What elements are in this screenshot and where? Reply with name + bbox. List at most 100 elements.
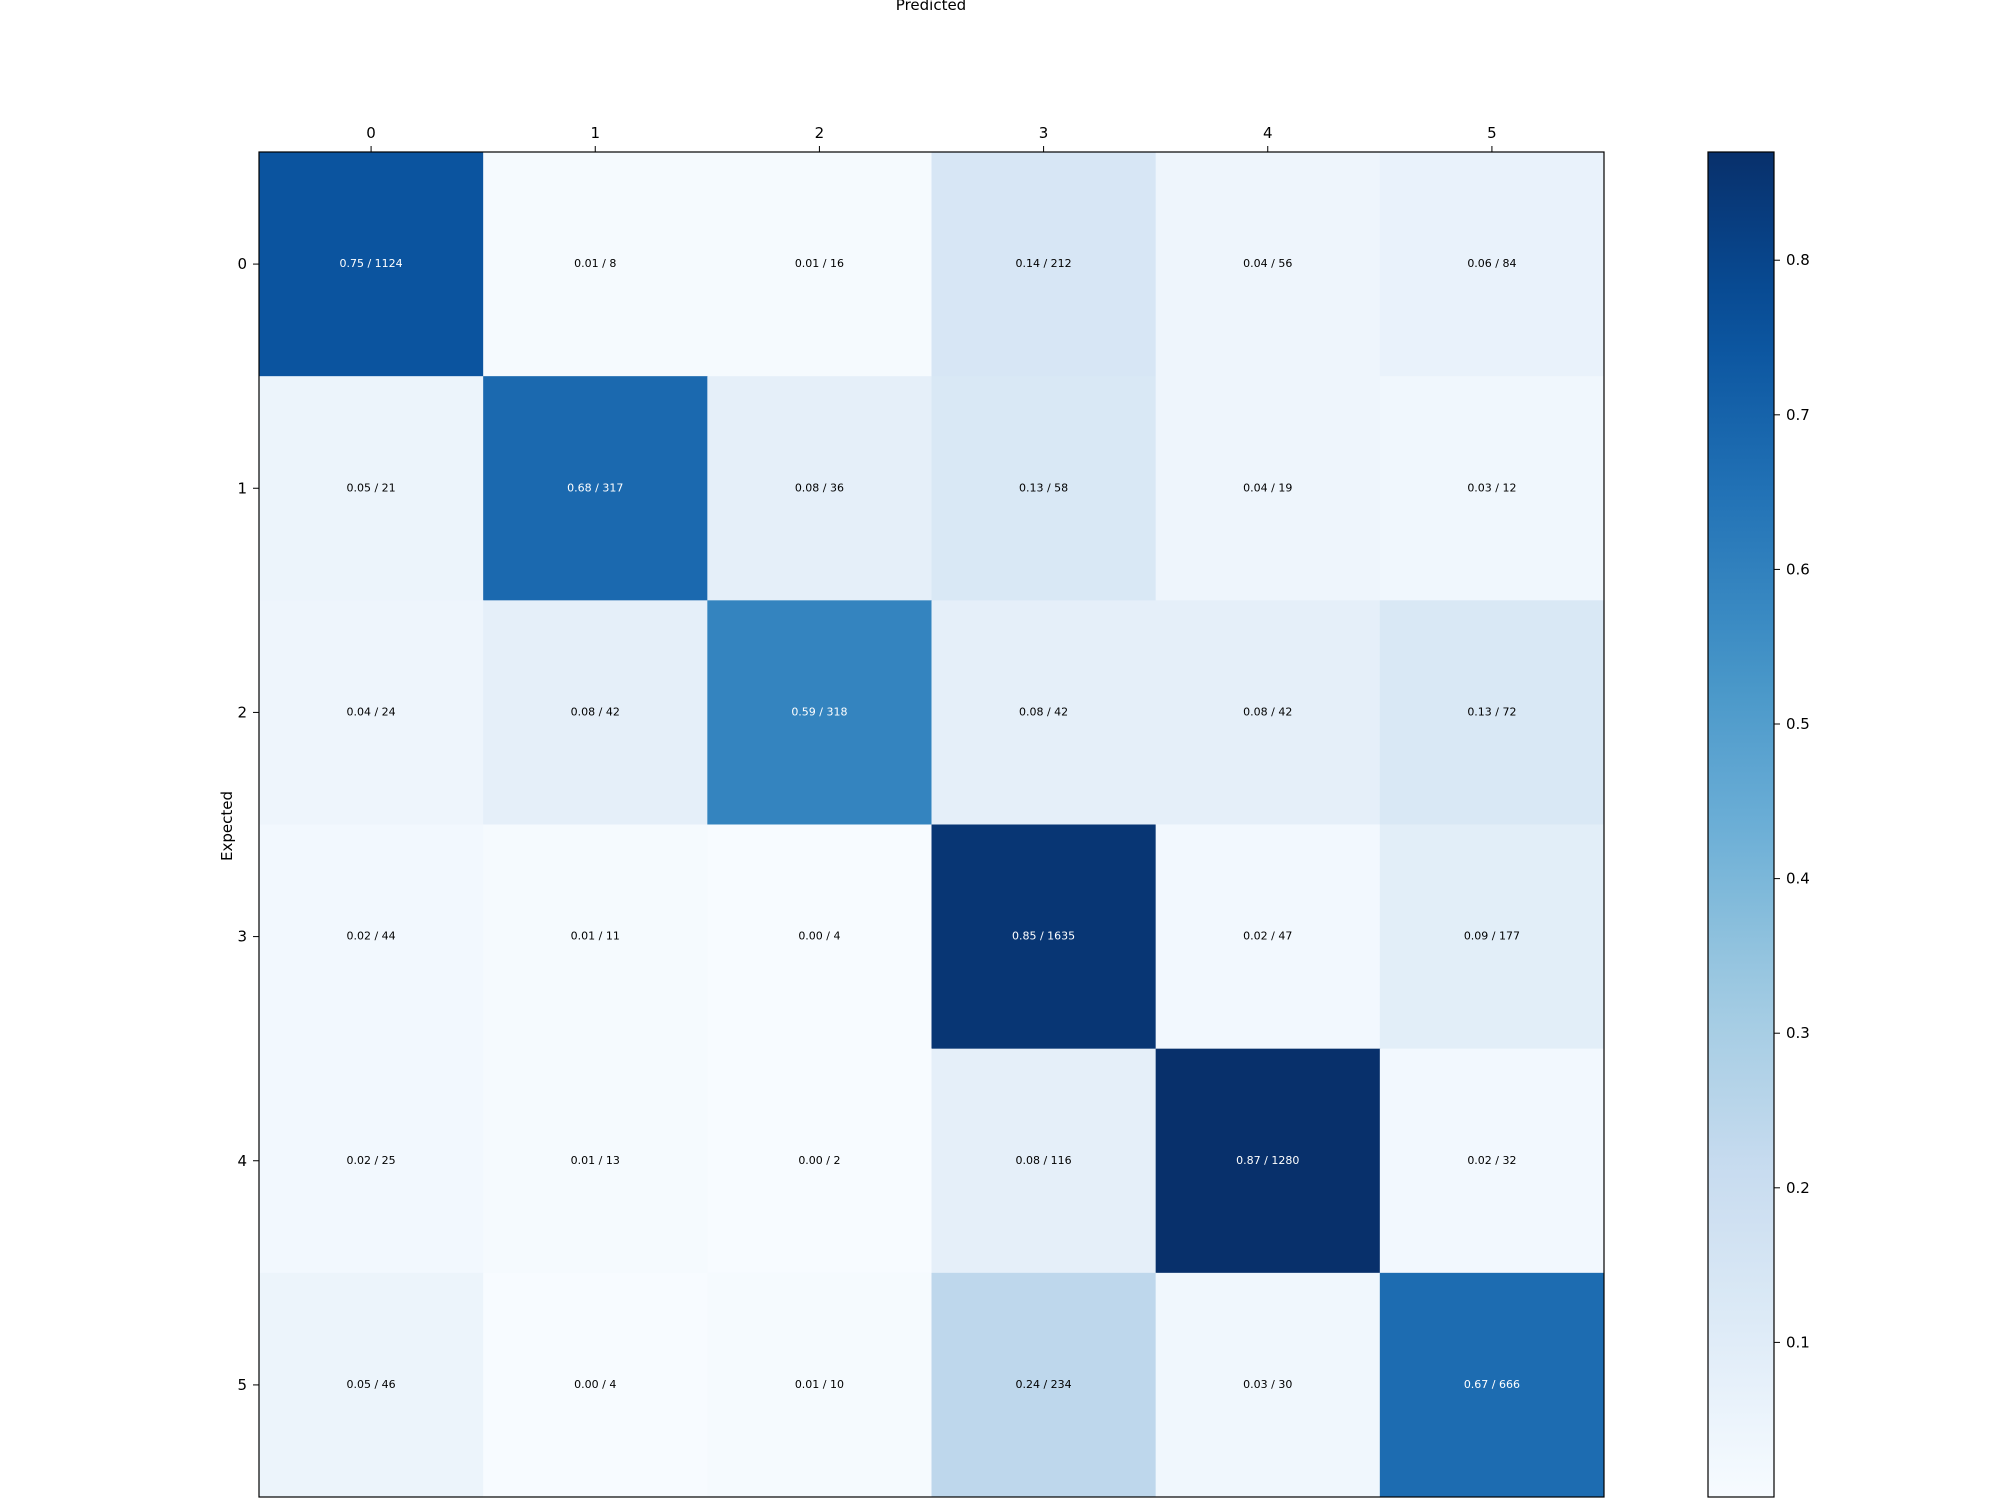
heatmap-cells <box>259 152 1605 1498</box>
heatmap-cell-0-2 <box>707 152 932 377</box>
cell-label-5-2: 0.01 / 10 <box>795 1378 844 1391</box>
y-axis-label: Expected <box>218 791 236 861</box>
colorbar-tick-label-0.8: 0.8 <box>1786 251 1810 269</box>
heatmap-cell-1-3 <box>931 376 1157 601</box>
cell-label-5-1: 0.00 / 4 <box>574 1378 616 1391</box>
heatmap-cell-1-5 <box>1379 376 1605 601</box>
heatmap-cell-3-1 <box>483 824 708 1050</box>
y-axis-ticks: 0 1 2 3 4 5 <box>237 255 259 1394</box>
heatmap-cell-4-0 <box>259 1048 484 1274</box>
y-tick-label-1: 1 <box>237 479 247 497</box>
heatmap-cell-0-0 <box>259 152 484 377</box>
cell-label-4-5: 0.02 / 32 <box>1467 1154 1516 1167</box>
heatmap-cell-5-2 <box>707 1272 932 1498</box>
cell-label-3-4: 0.02 / 47 <box>1243 930 1292 943</box>
cell-label-1-5: 0.03 / 12 <box>1467 481 1516 494</box>
colorbar-tick-label-0.2: 0.2 <box>1786 1179 1810 1197</box>
cell-label-2-1: 0.08 / 42 <box>571 705 620 718</box>
cell-label-0-1: 0.01 / 8 <box>574 257 616 270</box>
x-tick-label-2: 2 <box>815 124 825 142</box>
y-tick-label-5: 5 <box>237 1376 247 1394</box>
cell-label-3-3: 0.85 / 1635 <box>1012 930 1075 943</box>
heatmap-cell-2-5 <box>1379 600 1605 825</box>
cell-label-5-0: 0.05 / 46 <box>346 1378 395 1391</box>
heatmap-cell-0-5 <box>1379 152 1605 377</box>
cell-label-0-5: 0.06 / 84 <box>1467 257 1516 270</box>
cell-label-1-4: 0.04 / 19 <box>1243 481 1292 494</box>
colorbar-tick-label-0.3: 0.3 <box>1786 1024 1810 1042</box>
cell-label-2-3: 0.08 / 42 <box>1019 705 1068 718</box>
x-tick-label-3: 3 <box>1039 124 1049 142</box>
colorbar-tick-label-0.1: 0.1 <box>1786 1333 1810 1351</box>
cell-label-5-5: 0.67 / 666 <box>1464 1378 1520 1391</box>
cell-label-1-0: 0.05 / 21 <box>346 481 395 494</box>
x-tick-label-5: 5 <box>1487 124 1497 142</box>
cell-label-5-3: 0.24 / 234 <box>1015 1378 1071 1391</box>
y-tick-label-4: 4 <box>237 1152 247 1170</box>
cell-label-4-4: 0.87 / 1280 <box>1236 1154 1299 1167</box>
heatmap-cell-2-3 <box>931 600 1157 825</box>
heatmap-cell-5-4 <box>1155 1272 1381 1498</box>
x-axis-ticks: 0 1 2 3 4 5 <box>366 124 1497 152</box>
y-tick-label-3: 3 <box>237 928 247 946</box>
heatmap-cell-1-1 <box>483 376 708 601</box>
heatmap-cell-5-3 <box>931 1272 1157 1498</box>
cell-label-0-4: 0.04 / 56 <box>1243 257 1292 270</box>
cell-label-0-3: 0.14 / 212 <box>1015 257 1071 270</box>
cell-label-4-1: 0.01 / 13 <box>571 1154 620 1167</box>
cell-labels: 0.75 / 1124 0.01 / 8 0.01 / 16 0.14 / 212 0.… <box>339 257 1520 1391</box>
chart-title: Predicted <box>896 0 966 14</box>
heatmap-cell-0-1 <box>483 152 708 377</box>
colorbar-tick-label-0.6: 0.6 <box>1786 560 1810 578</box>
heatmap-cell-2-1 <box>483 600 708 825</box>
heatmap-cell-4-4 <box>1155 1048 1381 1274</box>
heatmap-cell-4-3 <box>931 1048 1157 1274</box>
heatmap-cell-3-0 <box>259 824 484 1050</box>
heatmap-cell-4-2 <box>707 1048 932 1274</box>
heatmap-cell-1-2 <box>707 376 932 601</box>
y-tick-label-0: 0 <box>237 255 247 273</box>
colorbar-tick-label-0.4: 0.4 <box>1786 870 1810 888</box>
colorbar-tick-label-0.5: 0.5 <box>1786 715 1810 733</box>
x-tick-label-4: 4 <box>1263 124 1273 142</box>
y-tick-label-2: 2 <box>237 703 247 721</box>
cell-label-0-2: 0.01 / 16 <box>795 257 844 270</box>
colorbar-tick-label-0.7: 0.7 <box>1786 406 1810 424</box>
cell-label-4-3: 0.08 / 116 <box>1015 1154 1071 1167</box>
cell-label-5-4: 0.03 / 30 <box>1243 1378 1292 1391</box>
cell-label-0-0: 0.75 / 1124 <box>339 257 402 270</box>
cell-label-3-5: 0.09 / 177 <box>1464 930 1520 943</box>
heatmap-cell-2-2 <box>707 600 932 825</box>
cell-label-2-0: 0.04 / 24 <box>346 705 395 718</box>
heatmap-cell-3-4 <box>1155 824 1381 1050</box>
colorbar <box>1707 151 1775 1498</box>
heatmap-cell-1-0 <box>259 376 484 601</box>
x-tick-label-0: 0 <box>366 124 376 142</box>
heatmap-cell-0-3 <box>931 152 1157 377</box>
heatmap-cell-5-5 <box>1379 1272 1605 1498</box>
cell-label-4-2: 0.00 / 2 <box>798 1154 840 1167</box>
cell-label-4-0: 0.02 / 25 <box>346 1154 395 1167</box>
heatmap-cell-3-3 <box>931 824 1157 1050</box>
heatmap-cell-3-2 <box>707 824 932 1050</box>
cell-label-3-1: 0.01 / 11 <box>571 930 620 943</box>
heatmap-cell-4-5 <box>1379 1048 1605 1274</box>
colorbar-ticks: 0.1 0.2 0.3 0.4 0.5 0.6 0.7 0.8 <box>1774 251 1810 1351</box>
heatmap-cell-1-4 <box>1155 376 1381 601</box>
cell-label-2-5: 0.13 / 72 <box>1467 705 1516 718</box>
cell-label-1-1: 0.68 / 317 <box>567 481 623 494</box>
heatmap-cell-2-4 <box>1155 600 1381 825</box>
heatmap-cell-5-0 <box>259 1272 484 1498</box>
cell-label-2-4: 0.08 / 42 <box>1243 705 1292 718</box>
heatmap-cell-0-4 <box>1155 152 1381 377</box>
cell-label-3-0: 0.02 / 44 <box>346 930 395 943</box>
plot-frame <box>258 151 1605 1498</box>
heatmap-cell-4-1 <box>483 1048 708 1274</box>
heatmap-cell-2-0 <box>259 600 484 825</box>
cell-label-1-2: 0.08 / 36 <box>795 481 844 494</box>
heatmap-cell-5-1 <box>483 1272 708 1498</box>
x-tick-label-1: 1 <box>590 124 600 142</box>
cell-label-2-2: 0.59 / 318 <box>791 705 847 718</box>
cell-label-3-2: 0.00 / 4 <box>798 930 840 943</box>
